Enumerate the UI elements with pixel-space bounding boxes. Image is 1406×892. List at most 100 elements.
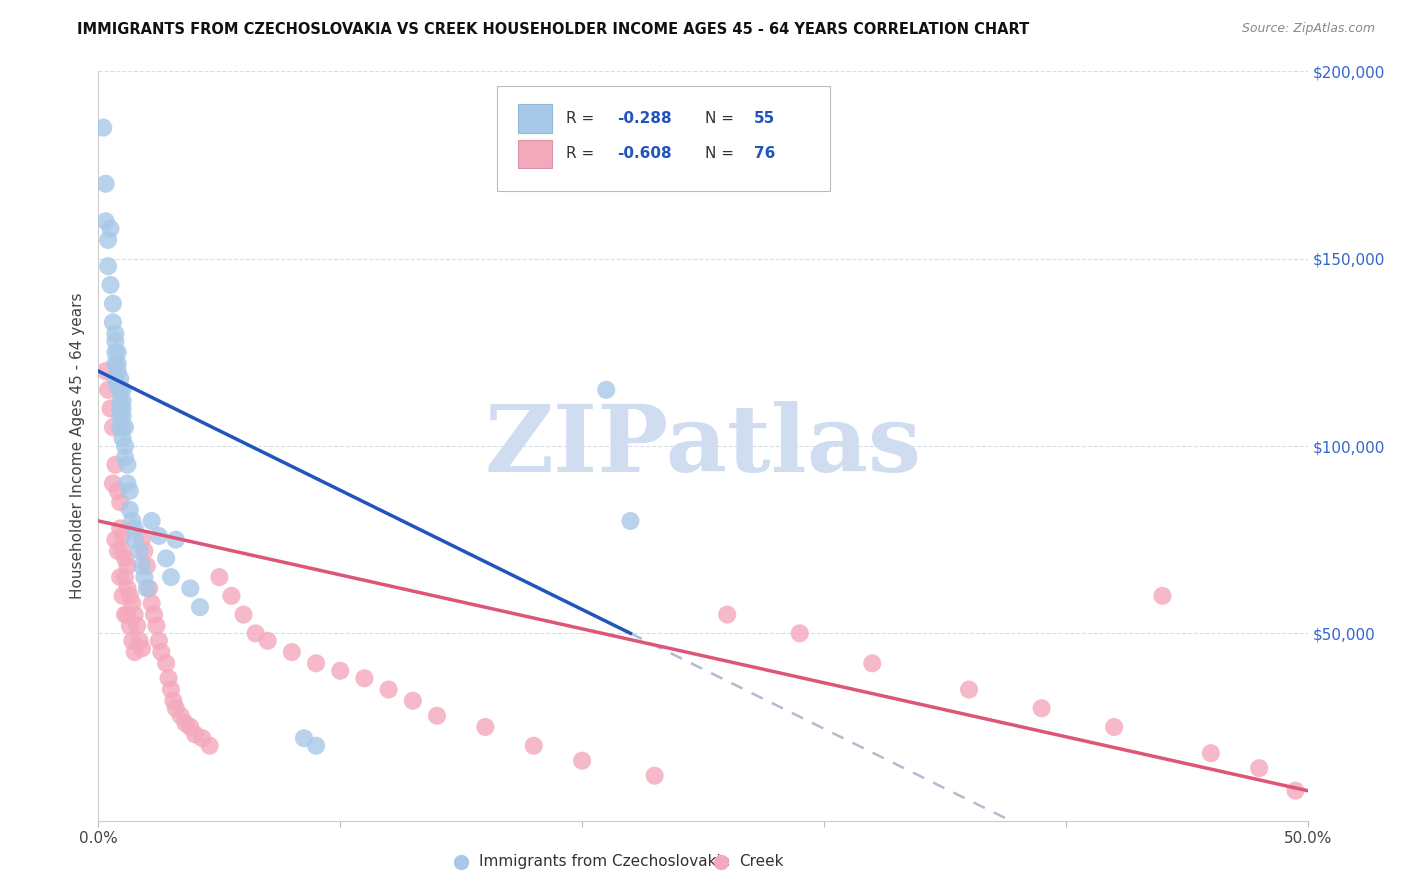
Point xyxy=(124,533,146,547)
Point xyxy=(148,633,170,648)
Point xyxy=(134,544,156,558)
Point xyxy=(101,420,124,434)
Point xyxy=(160,570,183,584)
Point xyxy=(155,657,177,671)
Point xyxy=(100,221,122,235)
Point xyxy=(121,633,143,648)
Point xyxy=(128,633,150,648)
Point xyxy=(292,731,315,746)
Point xyxy=(104,357,127,371)
Point xyxy=(114,607,136,622)
Point xyxy=(111,432,134,446)
Text: Creek: Creek xyxy=(740,855,783,870)
Point xyxy=(184,727,207,741)
Point xyxy=(107,364,129,378)
Point xyxy=(157,671,180,685)
Point xyxy=(1152,589,1174,603)
Point xyxy=(138,582,160,596)
Point xyxy=(104,326,127,341)
Point xyxy=(191,731,214,746)
Point xyxy=(245,626,267,640)
Point xyxy=(97,233,120,247)
Point xyxy=(104,458,127,472)
Point xyxy=(232,607,254,622)
Point xyxy=(127,619,149,633)
Point xyxy=(1031,701,1053,715)
Point xyxy=(619,514,641,528)
Text: -0.288: -0.288 xyxy=(617,112,672,126)
Point xyxy=(108,371,131,385)
Point xyxy=(174,716,197,731)
Text: N =: N = xyxy=(706,146,740,161)
Point xyxy=(124,521,146,535)
Point xyxy=(107,544,129,558)
Point xyxy=(150,645,173,659)
Point xyxy=(108,401,131,416)
Point xyxy=(108,394,131,409)
Point xyxy=(107,379,129,393)
Point xyxy=(353,671,375,685)
Point xyxy=(135,558,157,573)
Point xyxy=(117,607,139,622)
Point xyxy=(124,607,146,622)
Point xyxy=(97,259,120,273)
Point xyxy=(111,544,134,558)
Point xyxy=(131,641,153,656)
Point xyxy=(111,409,134,423)
Point xyxy=(94,214,117,228)
Point xyxy=(104,533,127,547)
Point xyxy=(107,483,129,498)
Point xyxy=(114,439,136,453)
Point xyxy=(117,476,139,491)
Point xyxy=(141,596,163,610)
FancyBboxPatch shape xyxy=(498,87,830,191)
Text: -0.608: -0.608 xyxy=(617,146,672,161)
Y-axis label: Householder Income Ages 45 - 64 years: Householder Income Ages 45 - 64 years xyxy=(70,293,86,599)
Point xyxy=(117,582,139,596)
Point xyxy=(94,364,117,378)
Text: Immigrants from Czechoslovakia: Immigrants from Czechoslovakia xyxy=(479,855,731,870)
Point xyxy=(135,582,157,596)
Point xyxy=(474,720,496,734)
Point xyxy=(169,708,191,723)
Point xyxy=(179,720,201,734)
Bar xyxy=(517,104,553,133)
Point xyxy=(108,383,131,397)
Point xyxy=(188,600,211,615)
Point xyxy=(165,533,187,547)
Point xyxy=(108,495,131,509)
Point xyxy=(121,514,143,528)
Point xyxy=(114,420,136,434)
Point xyxy=(118,589,141,603)
Point xyxy=(114,450,136,465)
Point xyxy=(111,589,134,603)
Text: N =: N = xyxy=(706,112,740,126)
Point xyxy=(571,754,593,768)
Point xyxy=(118,483,141,498)
Point xyxy=(108,521,131,535)
Point xyxy=(426,708,449,723)
Point xyxy=(124,645,146,659)
Point xyxy=(117,558,139,573)
Point xyxy=(145,619,167,633)
Point xyxy=(111,529,134,543)
Point xyxy=(305,739,328,753)
Point xyxy=(165,701,187,715)
Point xyxy=(134,570,156,584)
Point xyxy=(402,694,425,708)
Point xyxy=(114,570,136,584)
Point xyxy=(128,544,150,558)
Text: ZIPatlas: ZIPatlas xyxy=(485,401,921,491)
Point xyxy=(644,769,666,783)
Point xyxy=(108,409,131,423)
Point xyxy=(1102,720,1125,734)
Point xyxy=(131,558,153,573)
Point xyxy=(155,551,177,566)
Point xyxy=(118,502,141,516)
Point xyxy=(141,514,163,528)
Text: R =: R = xyxy=(567,112,599,126)
Point xyxy=(329,664,352,678)
Point xyxy=(100,277,122,292)
Point xyxy=(1284,783,1306,797)
Point xyxy=(100,401,122,416)
